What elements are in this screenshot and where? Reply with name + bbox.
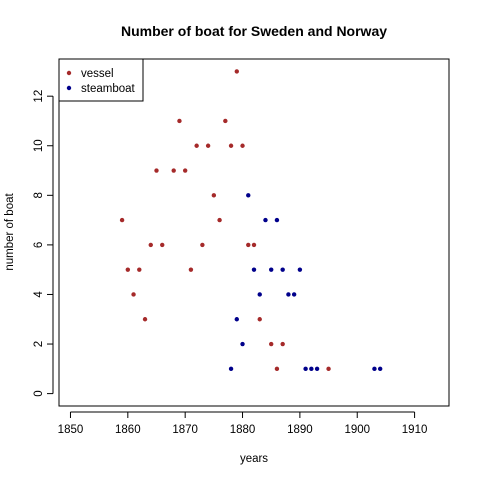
vessel-point <box>205 143 211 148</box>
vessel-point <box>142 317 148 322</box>
steamboat-point <box>286 292 291 297</box>
steamboat-point <box>274 217 280 223</box>
vessel-point <box>251 242 257 248</box>
x-tick-label: 1860 <box>115 424 141 436</box>
y-tick-label: 4 <box>33 291 45 298</box>
legend-label-steamboat: steamboat <box>81 83 136 95</box>
vessel-point <box>326 366 331 372</box>
steamboat-point <box>303 366 308 372</box>
y-tick-label: 6 <box>33 242 45 248</box>
steamboat-point <box>280 267 285 272</box>
vessel-point <box>171 168 176 173</box>
steamboat-point <box>251 267 257 272</box>
vessel-point <box>154 168 159 173</box>
vessel-point <box>177 118 182 124</box>
steamboat-point <box>240 341 245 347</box>
x-tick-label: 1880 <box>230 424 256 436</box>
y-tick-label: 2 <box>33 341 45 347</box>
x-tick-label: 1850 <box>58 424 84 436</box>
vessel-point <box>131 292 136 297</box>
plot-frame <box>58 58 450 407</box>
legend-label-vessel: vessel <box>81 68 114 80</box>
y-tick-label: 8 <box>33 192 45 198</box>
steamboat-point <box>257 292 262 297</box>
vessel-point <box>194 143 199 148</box>
x-tick-label: 1870 <box>172 424 198 436</box>
vessel-point <box>160 242 165 248</box>
vessel-point <box>280 341 285 347</box>
x-axis-label: years <box>240 453 268 465</box>
steamboat-point <box>228 366 234 372</box>
vessel-point <box>223 118 228 124</box>
vessel-point <box>125 267 131 272</box>
x-tick-label: 1910 <box>402 424 428 436</box>
y-axis-label: number of boat <box>4 193 16 271</box>
vessel-point <box>148 242 153 248</box>
vessel-point <box>211 193 217 198</box>
vessel-point <box>246 242 251 248</box>
vessel-point <box>234 69 239 74</box>
y-tick-label: 0 <box>33 390 45 396</box>
steamboat-point <box>291 292 297 297</box>
vessel-point <box>240 143 245 148</box>
vessel-point <box>182 168 188 173</box>
plot-layer: 1850 1860 1870 1880 1890 1900 1910 0 2 4 6 8 10 12 ves… <box>33 58 450 436</box>
vessel-point <box>274 366 280 372</box>
steamboat-point <box>314 366 320 372</box>
vessel-point <box>137 267 142 272</box>
vessel-point <box>257 317 262 322</box>
legend-box <box>58 58 144 102</box>
y-tick-label: 10 <box>33 139 45 152</box>
vessel-point <box>119 217 125 223</box>
steamboat-point <box>372 366 377 372</box>
legend-marker-steamboat <box>66 85 72 91</box>
steamboat-point <box>269 267 274 272</box>
vessel-point <box>269 341 274 347</box>
y-tick-label: 12 <box>33 90 45 103</box>
chart-title: Number of boat for Sweden and Norway <box>121 23 387 39</box>
vessel-point <box>188 267 194 272</box>
vessel-point <box>200 242 205 248</box>
legend-marker-vessel <box>66 70 72 76</box>
steamboat-point <box>263 217 268 223</box>
vessel-point <box>217 217 222 223</box>
steamboat-point <box>309 366 314 372</box>
x-tick-label: 1900 <box>344 424 370 436</box>
steamboat-point <box>297 267 303 272</box>
x-tick-label: 1890 <box>287 424 313 436</box>
steamboat-point <box>377 366 383 372</box>
steamboat-point <box>234 317 239 322</box>
vessel-point <box>228 143 234 148</box>
steamboat-point <box>246 193 251 198</box>
